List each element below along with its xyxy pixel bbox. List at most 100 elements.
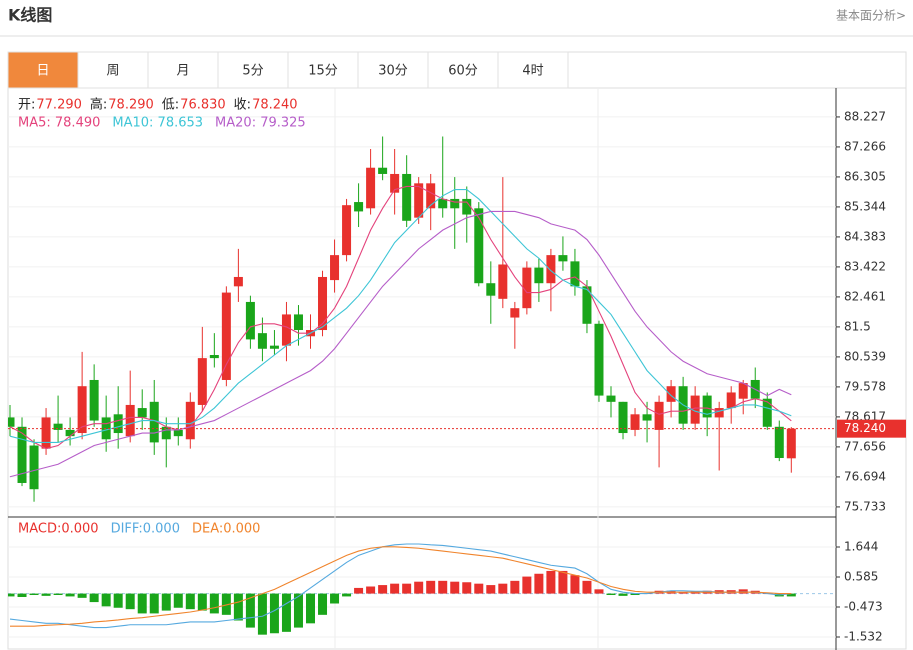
candle-body <box>269 345 279 349</box>
tab-label[interactable]: 60分 <box>448 64 478 79</box>
candle-body <box>161 426 171 440</box>
y-tick-label: 88.227 <box>844 109 886 123</box>
candle-body <box>726 392 736 409</box>
widget-title: K线图 <box>8 6 52 25</box>
macd-bar <box>534 573 544 594</box>
macd-bar <box>438 580 448 594</box>
candle-body <box>606 395 616 402</box>
ohlc-label: 高: <box>90 97 107 113</box>
macd-bar <box>269 593 279 634</box>
candle-body <box>462 198 472 215</box>
ohlc-value: 76.830 <box>180 98 226 113</box>
macd-bar <box>209 593 219 614</box>
tab-label[interactable]: 周 <box>106 64 119 79</box>
macd-bar <box>570 575 580 594</box>
candle-body <box>762 398 772 427</box>
macd-bar <box>306 593 315 624</box>
macd-bar <box>197 593 207 611</box>
legend-entry: MA5: 78.490 <box>18 116 100 131</box>
tab[interactable] <box>7 51 79 89</box>
candle-body <box>594 323 604 396</box>
fundamental-link[interactable]: 基本面分析> <box>836 9 906 23</box>
candle-body <box>245 301 255 340</box>
candle-body <box>498 264 508 299</box>
y-tick-label: 87.266 <box>844 139 886 153</box>
candle-body <box>330 255 340 281</box>
y-tick-label: 86.305 <box>844 169 886 183</box>
macd-bar <box>89 593 99 603</box>
macd-bar <box>786 593 796 597</box>
candle-body <box>149 401 159 443</box>
candle-body <box>366 167 376 209</box>
y-tick-label: 1.644 <box>844 540 878 554</box>
tab-label[interactable]: 月 <box>176 64 189 79</box>
candle-body <box>702 395 712 418</box>
tab-label[interactable]: 15分 <box>308 64 338 79</box>
macd-bar <box>558 570 568 594</box>
macd-bar <box>77 593 87 598</box>
ma-line <box>9 210 792 478</box>
macd-bar <box>8 593 15 597</box>
candle-body <box>125 404 135 437</box>
candle-body <box>281 314 291 346</box>
macd-bar <box>17 593 27 597</box>
tab[interactable] <box>217 51 289 89</box>
candle-body <box>197 358 207 405</box>
macd-bar <box>125 593 135 610</box>
macd-bar <box>414 581 424 594</box>
candle-body <box>53 423 63 430</box>
candle-body <box>774 426 784 459</box>
y-tick-label: 75.733 <box>844 499 886 513</box>
candle-body <box>738 383 748 399</box>
y-tick-label: 0.585 <box>844 570 878 584</box>
macd-bar <box>173 593 183 608</box>
tab-label[interactable]: 4时 <box>522 64 543 79</box>
tab[interactable] <box>287 51 359 89</box>
ohlc-value: 78.240 <box>252 98 298 113</box>
candle-body <box>77 386 87 434</box>
macd-bar <box>233 593 243 621</box>
candle-body <box>185 401 195 440</box>
candle-body <box>89 379 99 421</box>
candle-body <box>558 255 568 262</box>
macd-bar <box>678 592 688 594</box>
macd-line <box>9 543 792 629</box>
macd-bar <box>510 580 520 594</box>
macd-bar <box>354 587 364 594</box>
candle-body <box>257 333 267 349</box>
macd-bar <box>474 583 484 594</box>
candle-body <box>714 408 724 418</box>
candle-body <box>137 408 147 418</box>
tab-label[interactable]: 30分 <box>378 64 408 79</box>
candle-body <box>666 386 676 402</box>
tab[interactable] <box>497 51 569 89</box>
legend-entry: MA10: 78.653 <box>112 116 203 131</box>
macd-bar <box>594 589 604 594</box>
candle-body <box>522 267 532 309</box>
candle-body <box>8 417 15 427</box>
candle-body <box>233 276 243 287</box>
candle-body <box>354 202 364 212</box>
macd-bar <box>318 593 328 615</box>
candle-body <box>390 173 400 193</box>
candle-body <box>65 429 75 437</box>
candle-body <box>618 401 628 434</box>
macd-bar <box>101 593 111 607</box>
macd-bar <box>630 593 640 596</box>
macd-bar <box>546 570 556 594</box>
macd-bar <box>185 593 195 610</box>
macd-bar <box>41 593 51 596</box>
tab[interactable] <box>357 51 429 89</box>
ohlc-label: 收: <box>234 98 251 113</box>
macd-bar <box>65 593 75 597</box>
ohlc-label: 低: <box>162 98 179 113</box>
candle-body <box>209 355 219 359</box>
tab[interactable] <box>427 51 499 89</box>
ma-line <box>9 185 792 450</box>
y-tick-label: 77.656 <box>844 439 886 453</box>
tab-label[interactable]: 日 <box>36 64 49 79</box>
macd-bar <box>378 585 388 594</box>
legend-entry: MA20: 79.325 <box>215 116 306 131</box>
tab-label[interactable]: 5分 <box>242 64 263 79</box>
